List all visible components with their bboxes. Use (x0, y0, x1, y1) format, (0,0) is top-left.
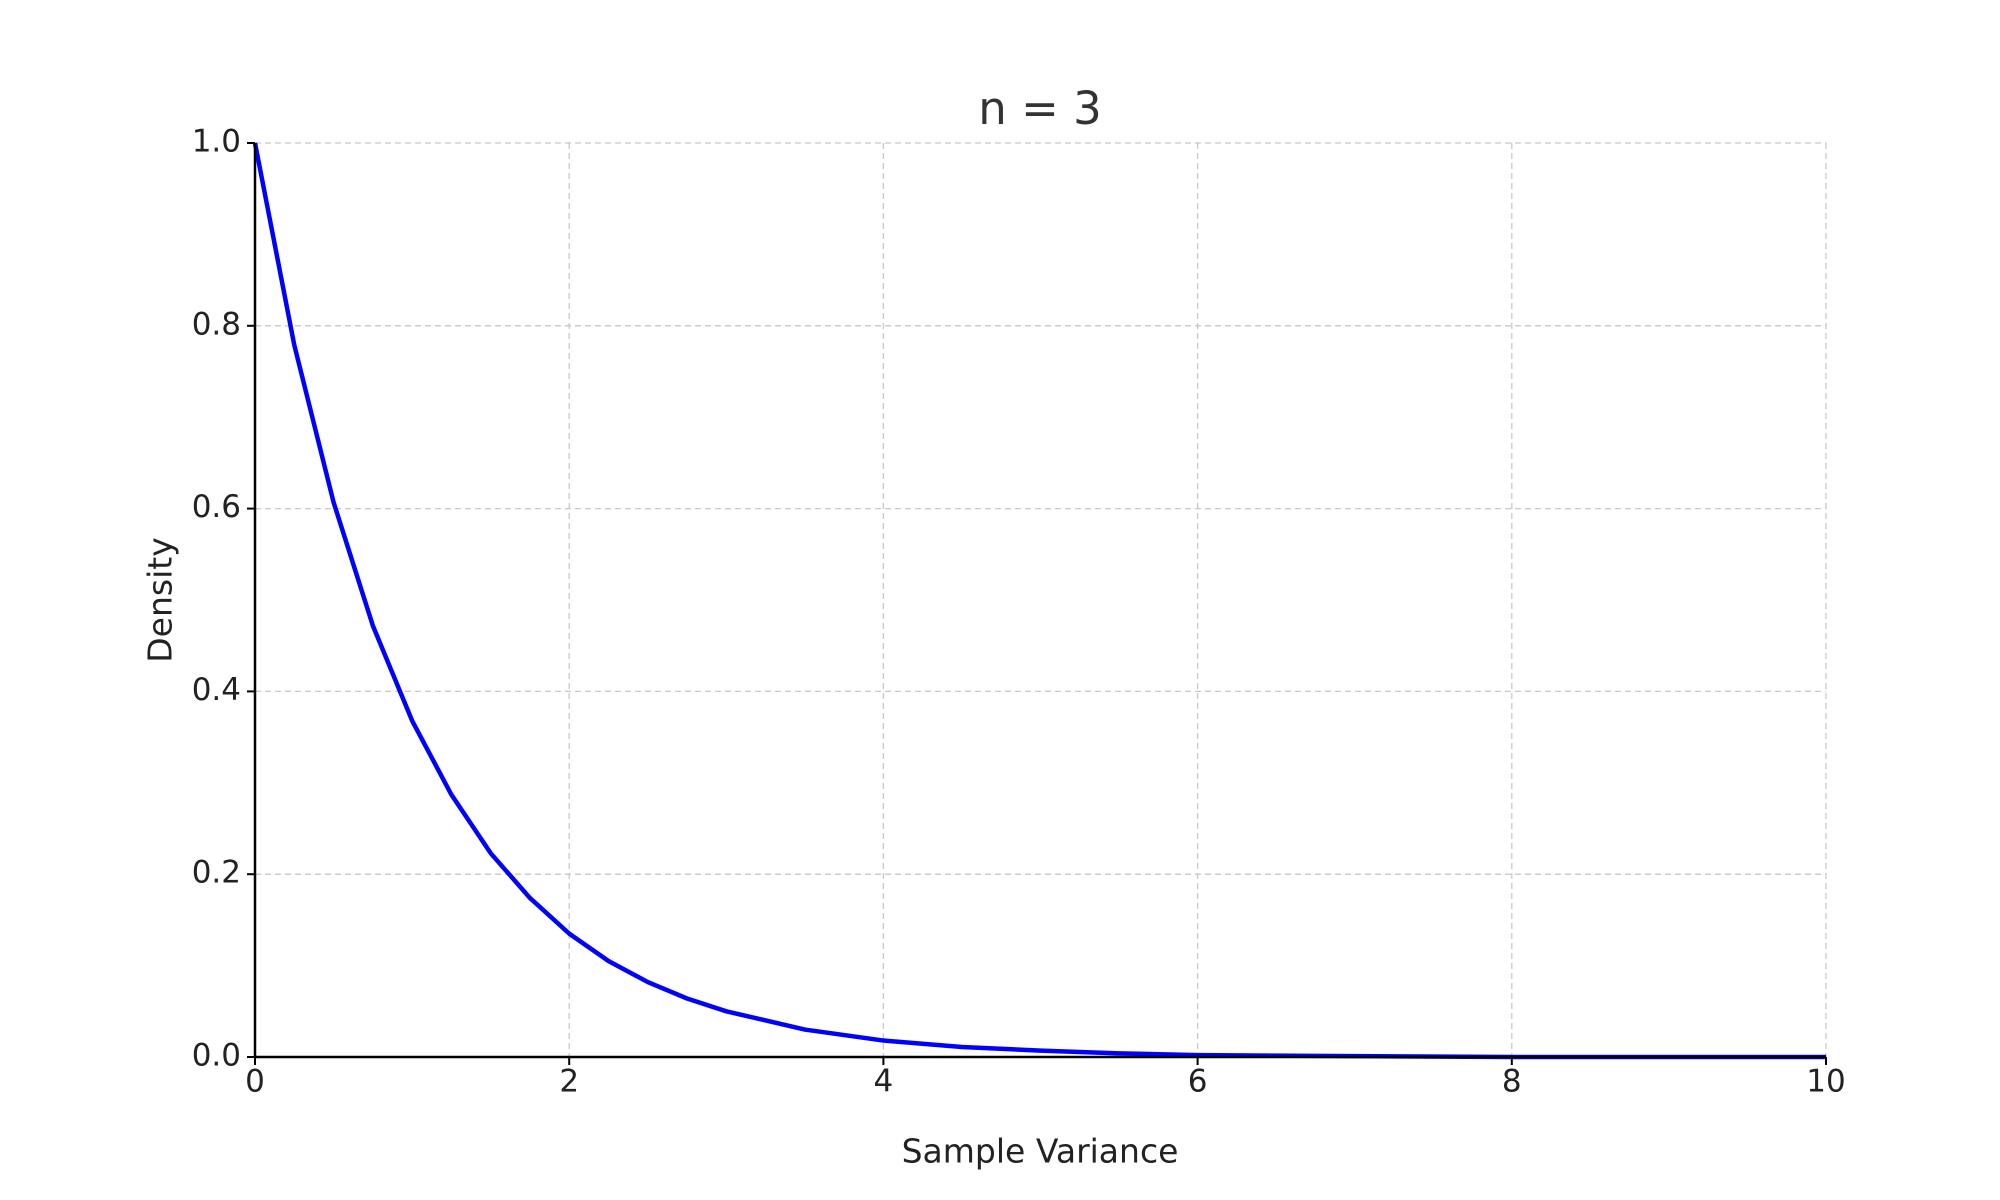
plot-area (252, 142, 1826, 1060)
chart-title: n = 3 (978, 82, 1101, 135)
y-tick-label: 1.0 (192, 124, 241, 160)
x-tick-label: 4 (874, 1064, 894, 1100)
ticks: 0.0 0.2 0.4 0.6 0.8 1.0 0 2 4 6 8 10 (192, 124, 1846, 1100)
y-axis-label: Density (141, 537, 180, 662)
x-tick-label: 8 (1502, 1064, 1522, 1100)
y-tick-label: 0.4 (192, 672, 241, 708)
y-tick-label: 0.6 (192, 489, 241, 525)
x-axis-label: Sample Variance (902, 1132, 1179, 1171)
x-tick-label: 2 (559, 1064, 579, 1100)
grid (254, 142, 1827, 1058)
x-tick-label: 10 (1806, 1064, 1845, 1100)
x-tick-label: 0 (245, 1064, 265, 1100)
data-line (252, 142, 1826, 1060)
y-tick-label: 0.0 (192, 1038, 241, 1074)
y-tick-label: 0.2 (192, 855, 241, 891)
x-tick-label: 6 (1188, 1064, 1208, 1100)
y-tick-label: 0.8 (192, 306, 241, 342)
